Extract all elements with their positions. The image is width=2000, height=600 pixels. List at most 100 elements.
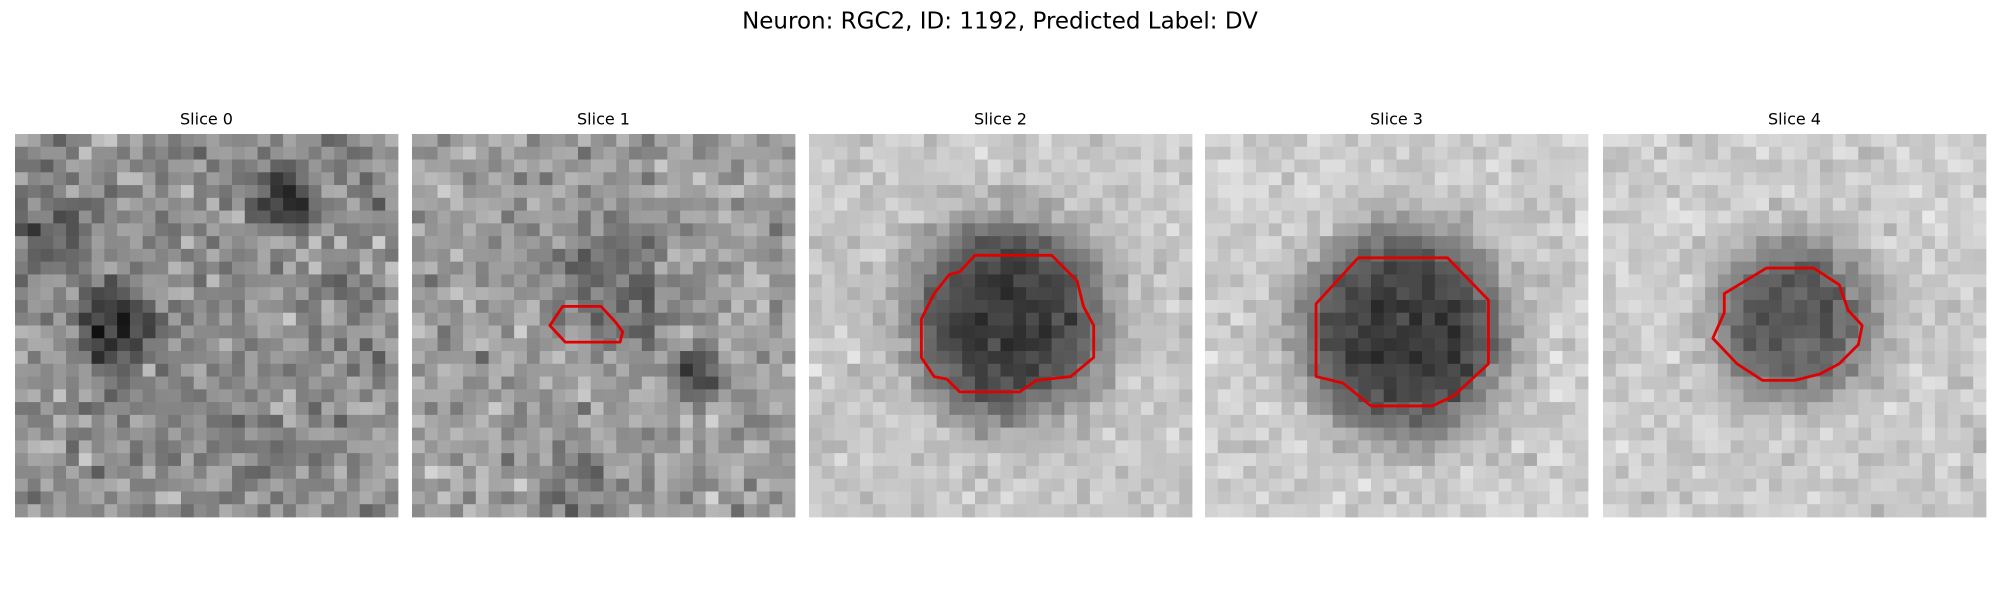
pixel: [974, 134, 989, 148]
pixel: [1256, 440, 1270, 454]
pixel: [1743, 223, 1757, 237]
pixel: [1013, 402, 1027, 416]
pixel: [1549, 363, 1563, 377]
pixel: [1909, 504, 1923, 518]
pixel: [1536, 159, 1551, 173]
pixel: [809, 478, 823, 492]
pixel: [514, 299, 528, 314]
pixel: [15, 325, 29, 339]
pixel: [1679, 172, 1693, 186]
pixel: [552, 363, 566, 377]
pixel: [616, 427, 630, 441]
pixel: [590, 427, 604, 441]
pixel: [463, 248, 477, 263]
pixel: [168, 402, 182, 416]
pixel: [78, 210, 92, 224]
pixel: [117, 376, 131, 390]
pixel: [705, 248, 719, 263]
pixel: [1909, 287, 1923, 301]
pixel: [1562, 248, 1576, 263]
pixel: [437, 338, 451, 352]
pixel: [847, 504, 861, 518]
pixel: [1498, 491, 1512, 505]
pixel: [590, 389, 604, 403]
pixel: [155, 491, 169, 505]
pixel: [1654, 159, 1668, 173]
pixel: [1077, 440, 1091, 454]
pixel: [1832, 299, 1846, 314]
pixel: [974, 236, 989, 250]
pixel: [1396, 453, 1410, 467]
pixel: [1396, 427, 1410, 441]
pixel: [1666, 159, 1680, 173]
pixel: [53, 223, 67, 237]
pixel: [1383, 478, 1397, 492]
pixel: [463, 287, 477, 301]
pixel: [1705, 134, 1719, 148]
pixel: [180, 312, 195, 326]
pixel: [987, 299, 1001, 314]
pixel: [1434, 465, 1448, 480]
pixel: [1422, 299, 1436, 314]
pixel: [1705, 453, 1719, 467]
pixel: [346, 134, 361, 148]
pixel: [911, 440, 925, 454]
pixel: [1013, 223, 1027, 237]
pixel: [1549, 197, 1563, 211]
pixel: [565, 414, 579, 429]
pixel: [475, 389, 489, 403]
pixel: [743, 338, 758, 352]
pixel: [834, 440, 848, 454]
pixel: [475, 236, 489, 250]
pixel: [1358, 299, 1372, 314]
pixel: [501, 453, 515, 467]
pixel: [1485, 414, 1500, 429]
pixel: [1562, 440, 1576, 454]
pixel: [680, 491, 694, 505]
pixel: [692, 338, 707, 352]
pixel: [78, 159, 92, 173]
pixel: [641, 440, 655, 454]
pixel: [295, 363, 310, 377]
pixel: [885, 440, 899, 454]
pixel: [1615, 504, 1629, 518]
pixel: [295, 376, 310, 390]
pixel: [1473, 376, 1487, 390]
pixel: [155, 338, 169, 352]
pixel: [1973, 427, 1987, 441]
pixel: [424, 427, 438, 441]
pixel: [180, 376, 195, 390]
pixel: [629, 427, 643, 441]
pixel: [1153, 376, 1167, 390]
pixel: [1832, 465, 1846, 480]
pixel: [1409, 414, 1423, 429]
pixel: [463, 236, 477, 250]
pixel: [1179, 210, 1193, 224]
pixel: [53, 414, 67, 429]
pixel: [514, 210, 528, 224]
pixel: [1536, 261, 1551, 275]
pixel: [104, 287, 118, 301]
pixel: [1230, 402, 1244, 416]
pixel: [1473, 172, 1487, 186]
pixel: [1000, 504, 1014, 518]
pixel: [244, 159, 258, 173]
pixel: [1654, 274, 1668, 288]
pixel: [1692, 299, 1706, 314]
pixel: [1422, 223, 1436, 237]
pixel: [860, 312, 874, 326]
pixel: [1319, 312, 1334, 326]
pixel: [1794, 159, 1808, 173]
pixel: [680, 363, 694, 377]
pixel: [1743, 172, 1757, 186]
pixel: [283, 299, 297, 314]
pixel: [1205, 504, 1219, 518]
pixel: [1038, 261, 1052, 275]
pixel: [590, 185, 604, 199]
pixel: [359, 146, 373, 160]
pixel: [1102, 351, 1116, 365]
pixel: [1243, 146, 1257, 160]
pixel: [1166, 402, 1180, 416]
pixel: [847, 389, 861, 403]
pixel: [1794, 402, 1808, 416]
